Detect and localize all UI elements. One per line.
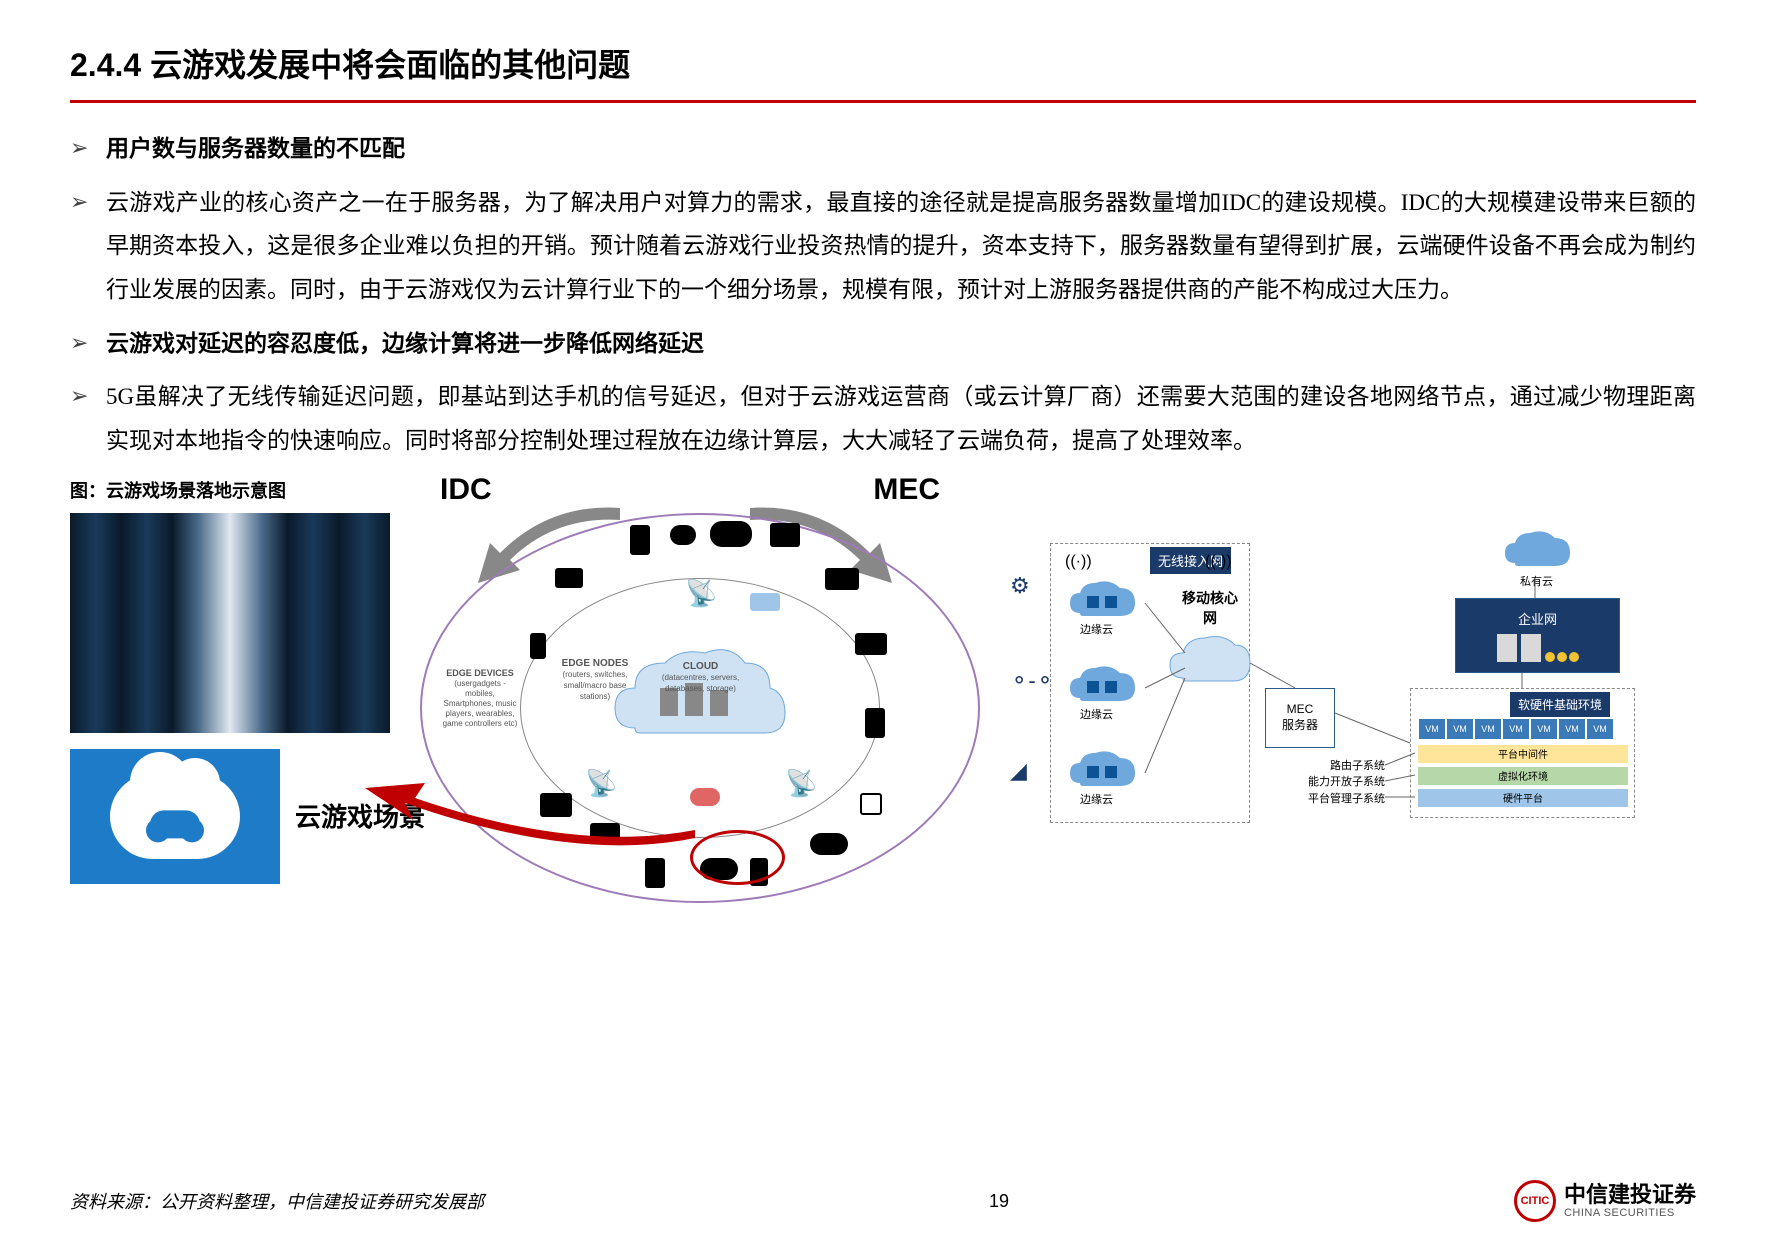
bullet-marker: ➢ [70,127,92,169]
vm-cell: VM [1530,718,1558,740]
logo-text-cn: 中信建投证券 [1564,1183,1696,1207]
vm-cell: VM [1446,718,1474,740]
bullet-text: 用户数与服务器数量的不匹配 [106,127,1696,171]
title-underline [70,100,1696,103]
edge-cloud-label: 边缘云 [1080,791,1113,807]
device-icon [855,633,887,655]
vm-cell: VM [1502,718,1530,740]
platform-middleware: 平台中间件 [1418,745,1628,763]
device-icon [865,708,885,738]
diagram-area: 云游戏场景 IDC MEC [70,513,1696,903]
mec-architecture-diagram: ⚙ ⚬-⚬ ◢ 无线接入网 边缘云 边缘云 边缘云 ((·)) ((·)) 移动… [1010,533,1650,853]
enterprise-box: 企业网 [1455,598,1620,673]
antenna-icon: 📡 [685,578,717,609]
device-icon [555,568,583,588]
vm-cell: VM [1558,718,1586,740]
core-network-cloud [1165,633,1255,693]
edge-nodes-label: EDGE NODES (routers, switches, small/mac… [560,658,630,702]
gear-icon: ⚙ [1010,573,1030,599]
device-icon [530,633,546,659]
cloud-icon [110,774,240,859]
controller-icon [150,811,200,839]
private-cloud-label: 私有云 [1520,573,1553,589]
bullet-marker: ➢ [70,322,92,364]
bullet-marker: ➢ [70,181,92,223]
device-icon [630,525,650,555]
footer: 资料来源：公开资料整理，中信建投证券研究发展部 19 CITIC 中信建投证券 … [70,1180,1696,1222]
antenna-icon: ((·)) [1065,553,1092,571]
hw-env-label: 软硬件基础环境 [1510,692,1610,717]
cloud-gaming-graphic [70,749,280,884]
device-icon [825,568,859,590]
router-icon [750,593,780,611]
enterprise-label: 企业网 [1518,609,1557,628]
vm-row: VM VM VM VM VM VM VM [1418,718,1614,740]
bullet-text: 云游戏产业的核心资产之一在于服务器，为了解决用户对算力的需求，最直接的途径就是提… [106,181,1696,312]
center-diagram-column: IDC MEC E [400,513,1000,903]
subsystem-labels: 路由子系统 能力开放子系统 平台管理子系统 [1270,758,1385,808]
edge-cloud-diagram: EDGE DEVICES (usergadgets - mobiles, Sma… [410,513,990,903]
edge-cloud-label: 边缘云 [1080,621,1113,637]
company-logo: CITIC 中信建投证券 CHINA SECURITIES [1514,1180,1696,1222]
page-number: 19 [989,1191,1009,1212]
hw-platform: 硬件平台 [1418,789,1628,807]
bullet-marker: ➢ [70,375,92,417]
logo-mark: CITIC [1514,1180,1556,1222]
edge-devices-label: EDGE DEVICES (usergadgets - mobiles, Sma… [440,668,520,728]
server-photo [70,513,390,733]
device-icon [810,833,848,855]
virtualization: 虚拟化环境 [1418,767,1628,785]
bullet-4: ➢ 5G虽解决了无线传输延迟问题，即基站到达手机的信号延迟，但对于云游戏运营商（… [70,375,1696,462]
signal-icon: ◢ [1010,758,1027,784]
logo-text-en: CHINA SECURITIES [1564,1207,1696,1219]
bullet-3: ➢ 云游戏对延迟的容忍度低，边缘计算将进一步降低网络延迟 [70,322,1696,366]
server-icon [1521,634,1541,662]
bullet-2: ➢ 云游戏产业的核心资产之一在于服务器，为了解决用户对算力的需求，最直接的途径就… [70,181,1696,312]
vm-cell: VM [1474,718,1502,740]
inner-cloud [605,638,795,778]
device-icon [860,793,882,815]
antenna-icon: 📡 [785,768,817,799]
edge-cloud-label: 边缘云 [1080,706,1113,722]
vm-cell: VM [1586,718,1614,740]
device-icon [710,521,752,547]
device-icon [645,858,665,888]
mec-server-box: MEC 服务器 [1265,688,1335,748]
slide-title: 2.4.4 云游戏发展中将会面临的其他问题 [70,40,1696,86]
share-icon: ⚬-⚬ [1010,668,1054,694]
antenna-icon: ((·)) [1205,553,1232,571]
bullet-text: 5G虽解决了无线传输延迟问题，即基站到达手机的信号延迟，但对于云游戏运营商（或云… [106,375,1696,462]
device-icon [670,525,696,545]
cloud-center-label: CLOUD (datacentres, servers, databases, … [658,661,743,694]
bullet-1: ➢ 用户数与服务器数量的不匹配 [70,127,1696,171]
core-network-label: 移动核心网 [1180,588,1240,628]
vm-cell: VM [1418,718,1446,740]
mec-column: ⚙ ⚬-⚬ ◢ 无线接入网 边缘云 边缘云 边缘云 ((·)) ((·)) 移动… [1010,513,1696,853]
bullet-text: 云游戏对延迟的容忍度低，边缘计算将进一步降低网络延迟 [106,322,1696,366]
red-arrow [325,768,705,858]
private-cloud [1500,528,1580,578]
server-icon [1497,634,1517,662]
source-text: 资料来源：公开资料整理，中信建投证券研究发展部 [70,1188,484,1214]
device-icon [770,523,800,547]
